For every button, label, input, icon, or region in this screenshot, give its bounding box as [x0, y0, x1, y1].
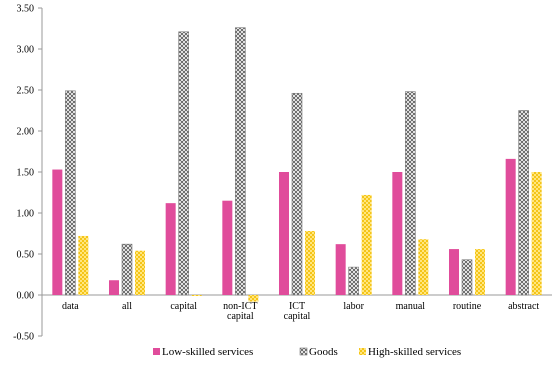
category-labels: data all capital non-ICTcapitalICTcapitalla… — [62, 301, 539, 322]
legend-label: Low-skilled services — [162, 346, 253, 358]
bar-low-skilled-services-6 — [392, 172, 403, 295]
category-label: capital — [170, 301, 197, 312]
category-label: routine — [453, 301, 482, 312]
bar-high-skilled-services-7 — [475, 249, 485, 295]
category-label: capital — [284, 311, 311, 322]
bar-goods-2 — [178, 31, 189, 296]
bar-goods-6 — [405, 91, 416, 296]
category-label: all — [122, 301, 132, 312]
bar-high-skilled-services-2 — [191, 295, 202, 296]
y-tick-label: 3.50 — [17, 4, 35, 15]
bars — [52, 27, 542, 302]
bar-low-skilled-services-3 — [222, 200, 233, 295]
category-label: non-ICT — [223, 301, 257, 312]
bar-low-skilled-services-5 — [335, 244, 346, 295]
bar-low-skilled-services-8 — [505, 158, 516, 295]
bar-goods-0 — [65, 90, 76, 296]
bar-high-skilled-services-8 — [531, 172, 542, 295]
y-tick-label: -0.50 — [13, 332, 34, 343]
category-label: ICT — [289, 301, 305, 312]
bar-goods-4 — [291, 92, 303, 296]
bar-high-skilled-services-1 — [135, 250, 145, 295]
legend-label: Goods — [309, 346, 338, 358]
category-label: data — [62, 301, 79, 312]
category-label: capital — [227, 311, 254, 322]
legend-swatch — [359, 348, 366, 355]
y-tick-label: 0.50 — [17, 250, 35, 261]
y-tick-label: 2.50 — [17, 86, 35, 97]
y-tick-label: 1.00 — [17, 209, 35, 220]
y-tick-label: 1.50 — [17, 168, 35, 179]
bar-goods-5 — [348, 266, 359, 296]
y-tick-label: 3.00 — [17, 45, 35, 56]
legend-swatch — [153, 348, 160, 355]
bar-low-skilled-services-2 — [165, 203, 176, 295]
y-tick-label: 0.00 — [17, 291, 35, 302]
bar-goods-8 — [518, 110, 529, 296]
bar-low-skilled-services-1 — [109, 280, 119, 295]
bar-high-skilled-services-4 — [305, 231, 315, 295]
category-label: abstract — [508, 301, 539, 312]
category-label: labor — [343, 301, 364, 312]
legend-swatch — [299, 347, 308, 356]
bar-high-skilled-services-3 — [248, 295, 259, 302]
bar-low-skilled-services-7 — [449, 249, 459, 295]
bar-goods-3 — [235, 27, 246, 296]
bar-high-skilled-services-6 — [418, 239, 429, 295]
legend-label: High-skilled services — [368, 346, 461, 358]
bar-high-skilled-services-0 — [78, 235, 89, 295]
bar-goods-1 — [121, 243, 133, 296]
bar-low-skilled-services-0 — [52, 169, 63, 295]
bar-goods-7 — [461, 259, 473, 296]
bar-low-skilled-services-4 — [279, 172, 289, 295]
legend: Low-skilled services Goods High-skilled se… — [153, 346, 461, 358]
bar-high-skilled-services-5 — [361, 194, 372, 295]
y-tick-label: 2.00 — [17, 127, 35, 138]
category-label: manual — [396, 301, 426, 312]
